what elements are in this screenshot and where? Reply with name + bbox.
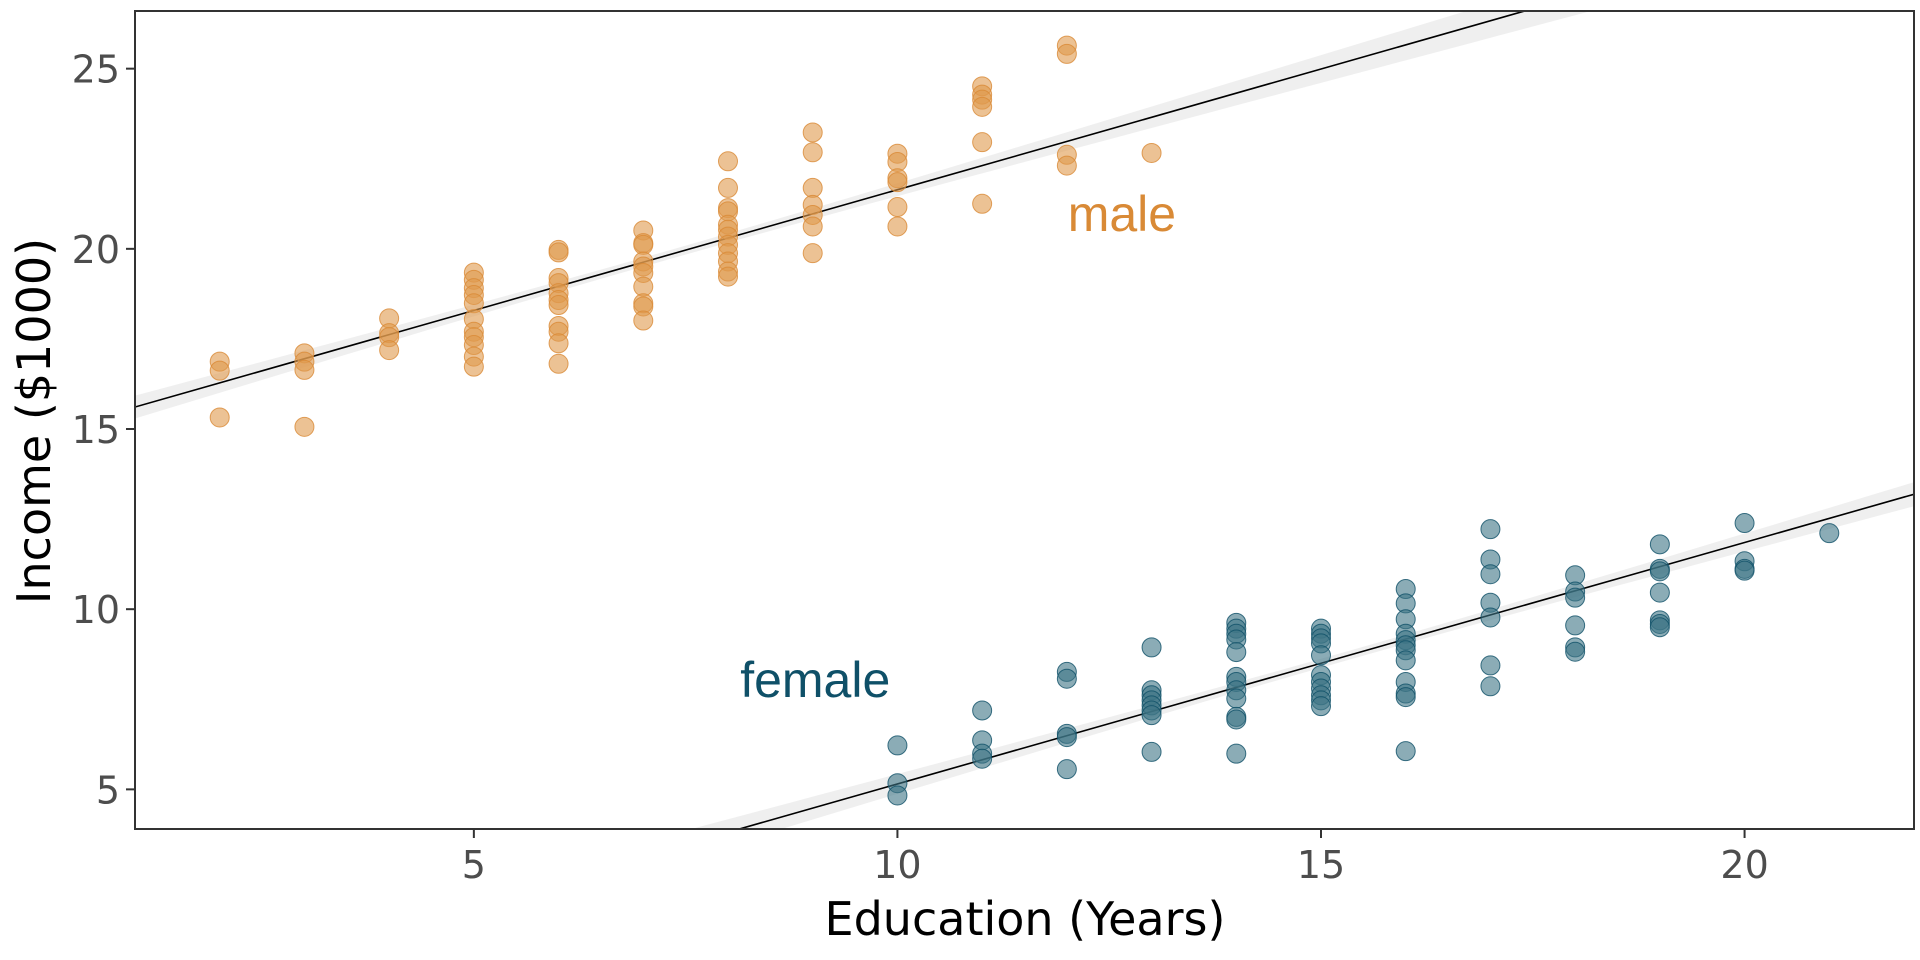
data-point-male	[802, 177, 823, 198]
data-point-female	[1480, 676, 1501, 697]
data-point-male	[1056, 43, 1077, 64]
data-point-male	[802, 216, 823, 237]
data-point-female	[887, 785, 908, 806]
data-point-male	[972, 132, 993, 153]
data-point-male	[548, 242, 569, 263]
data-point-male	[972, 96, 993, 117]
data-point-female	[1226, 688, 1247, 709]
data-point-female	[1311, 696, 1331, 717]
y-tick-label: 20	[72, 228, 120, 272]
data-point-male	[548, 353, 569, 374]
data-point-male	[802, 142, 823, 163]
data-point-male	[209, 360, 230, 381]
data-point-female	[1649, 561, 1670, 582]
plot-background	[135, 11, 1914, 829]
x-tick-label: 10	[873, 843, 921, 887]
data-point-male	[1141, 142, 1162, 163]
data-point-male	[887, 216, 908, 237]
data-point-female	[1141, 705, 1162, 726]
data-point-female	[1480, 564, 1501, 585]
data-point-female	[1311, 645, 1331, 666]
group-labels: male female	[740, 186, 1176, 708]
data-point-male	[633, 310, 654, 331]
data-point-female	[1480, 519, 1501, 540]
data-point-female	[1226, 642, 1247, 663]
y-tick-label: 5	[96, 768, 120, 812]
data-point-female	[1649, 582, 1670, 603]
data-point-male	[379, 340, 400, 361]
data-point-male	[463, 356, 484, 377]
data-point-female	[1649, 617, 1670, 638]
data-point-female	[1056, 727, 1077, 748]
x-axis: 5 10 15 20	[462, 829, 1769, 887]
data-point-male	[887, 197, 908, 218]
data-point-female	[1056, 668, 1077, 689]
data-point-male	[802, 122, 823, 143]
regression-line-male	[135, 11, 1528, 408]
regression-lines	[135, 11, 1914, 829]
data-points	[209, 35, 1840, 806]
data-point-female	[1565, 615, 1586, 636]
x-tick-label: 15	[1297, 843, 1345, 887]
x-tick-label: 5	[462, 843, 486, 887]
data-point-male	[887, 172, 908, 193]
data-point-male	[972, 193, 993, 214]
data-point-female	[1734, 513, 1755, 534]
data-point-female	[1395, 650, 1416, 671]
data-point-female	[1226, 743, 1247, 764]
data-point-male	[718, 177, 738, 198]
y-tick-label: 15	[72, 408, 120, 452]
data-point-female	[1649, 534, 1670, 555]
data-point-female	[1056, 759, 1077, 780]
data-point-male	[718, 151, 738, 172]
data-point-female	[1141, 741, 1162, 762]
data-point-female	[1819, 523, 1840, 544]
data-point-female	[1480, 607, 1501, 628]
data-point-male	[548, 333, 569, 354]
x-tick-label: 20	[1720, 843, 1768, 887]
plot-panel-border	[134, 10, 1915, 830]
data-point-female	[1565, 641, 1586, 662]
data-point-male	[294, 416, 315, 437]
data-point-male	[209, 407, 230, 428]
data-point-female	[972, 700, 993, 721]
data-point-female	[1480, 655, 1501, 676]
data-point-female	[1226, 709, 1247, 730]
y-axis: 5 10 15 20 25	[72, 48, 135, 812]
data-point-male	[294, 359, 315, 380]
data-point-male	[548, 295, 569, 316]
data-point-female	[1395, 741, 1416, 762]
y-axis-title: Income ($1000)	[7, 238, 61, 604]
data-point-female	[972, 748, 993, 769]
y-tick-label: 25	[72, 48, 120, 92]
data-point-female	[1565, 587, 1586, 608]
x-axis-title: Education (Years)	[825, 892, 1226, 946]
data-point-female	[1395, 687, 1416, 708]
data-point-female	[887, 735, 908, 756]
group-label-female: female	[740, 652, 890, 708]
regression-line-female	[736, 493, 1914, 829]
data-point-female	[1734, 560, 1755, 581]
y-tick-label: 10	[72, 588, 120, 632]
data-point-male	[1056, 155, 1077, 176]
data-point-female	[1141, 637, 1162, 658]
data-point-male	[802, 243, 823, 264]
data-point-male	[718, 266, 738, 287]
group-label-male: male	[1068, 186, 1176, 242]
